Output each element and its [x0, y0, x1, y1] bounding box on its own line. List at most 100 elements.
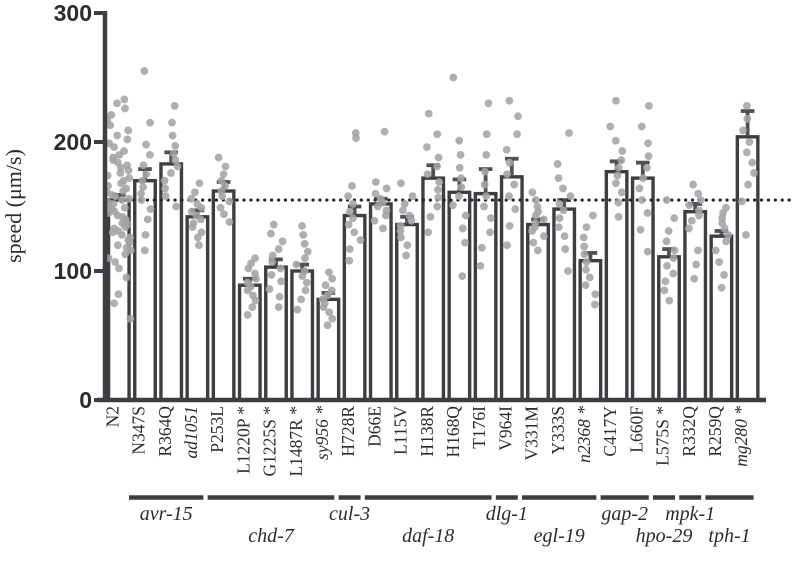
data-point	[582, 258, 591, 266]
data-point	[110, 299, 119, 308]
data-point	[643, 247, 652, 256]
category-label-N2: N2	[102, 406, 122, 427]
data-point	[606, 122, 615, 131]
data-point	[121, 250, 130, 259]
data-point	[614, 163, 623, 172]
data-point	[193, 200, 202, 208]
gene-group-label-daf-18: daf-18	[402, 525, 454, 547]
data-point	[323, 321, 332, 330]
category-label-L1220P: L1220P *	[233, 406, 253, 474]
data-point	[120, 203, 129, 212]
data-point	[349, 200, 357, 208]
category-label-T176I: T176I	[469, 406, 489, 449]
data-point	[321, 281, 330, 290]
scatter-D66E	[370, 127, 391, 233]
category-label-N347S: N347S	[129, 406, 149, 455]
data-point	[113, 131, 122, 140]
data-point	[118, 196, 126, 204]
data-point	[580, 242, 588, 251]
data-point	[662, 237, 671, 246]
category-label-H168Q: H168Q	[443, 406, 463, 458]
data-point	[251, 269, 259, 278]
y-tick-label-0: 0	[79, 387, 92, 413]
data-point	[344, 220, 353, 229]
data-point	[560, 232, 569, 241]
data-point	[748, 158, 757, 167]
data-point	[694, 189, 703, 198]
data-point	[216, 203, 225, 212]
data-point	[643, 163, 651, 172]
data-point	[426, 212, 435, 221]
gene-group-daf-18: daf-18	[364, 495, 492, 547]
data-point	[274, 303, 283, 312]
data-point	[277, 277, 286, 286]
data-point	[243, 278, 252, 287]
data-point	[435, 178, 444, 186]
data-point	[109, 153, 118, 162]
data-point	[172, 202, 181, 211]
data-point	[168, 131, 177, 140]
data-point	[458, 224, 467, 233]
scatter-ad1051	[187, 179, 206, 250]
data-point	[121, 104, 129, 113]
data-point	[300, 240, 309, 248]
scatter-L115V	[396, 179, 417, 260]
data-point	[408, 192, 417, 201]
data-point	[382, 184, 391, 193]
data-point	[114, 290, 123, 299]
data-point	[456, 151, 465, 159]
data-point	[745, 138, 754, 146]
data-point	[145, 151, 154, 159]
data-point	[582, 265, 590, 274]
data-point	[356, 236, 365, 244]
data-point	[243, 310, 252, 319]
gene-group-label-gap-2: gap-2	[601, 503, 648, 525]
data-point	[161, 192, 170, 201]
scatter-C417Y	[606, 96, 627, 221]
scatter-V331M	[528, 188, 548, 255]
data-point	[434, 193, 443, 202]
data-point	[455, 136, 464, 145]
data-point	[301, 286, 310, 295]
data-point	[539, 232, 548, 241]
category-label-ad1051: ad1051	[181, 406, 201, 459]
data-point	[455, 163, 464, 172]
data-point	[581, 281, 590, 290]
data-point	[161, 184, 170, 193]
data-point	[663, 261, 671, 270]
data-point	[461, 211, 470, 220]
scatter-L1487R	[292, 221, 312, 314]
data-point	[379, 224, 387, 233]
data-point	[486, 228, 494, 237]
data-point	[724, 230, 732, 239]
scatter-L660F	[635, 101, 653, 256]
data-point	[325, 308, 334, 317]
data-point	[461, 238, 469, 247]
data-point	[400, 200, 409, 208]
data-point	[197, 228, 206, 237]
data-point	[617, 156, 626, 164]
data-point	[531, 219, 540, 228]
data-point	[579, 233, 588, 242]
data-point	[482, 151, 491, 159]
data-point	[278, 237, 287, 246]
data-point	[618, 147, 627, 155]
data-point	[189, 219, 198, 228]
data-point	[171, 156, 180, 164]
data-point	[481, 167, 489, 176]
data-point	[486, 214, 495, 223]
data-point	[505, 158, 514, 167]
data-point	[715, 258, 724, 266]
data-point	[143, 215, 152, 224]
category-label-C417Y: C417Y	[600, 406, 620, 457]
data-point	[403, 241, 412, 250]
category-label-L1487R: L1487R *	[286, 406, 306, 477]
y-tick-label-100: 100	[54, 258, 92, 284]
data-point	[125, 194, 133, 203]
data-point	[120, 147, 128, 155]
category-label-R332Q: R332Q	[679, 406, 699, 457]
category-label-sy956: sy956 *	[312, 406, 332, 460]
data-point	[505, 192, 513, 201]
data-point	[124, 126, 133, 135]
data-point	[398, 206, 407, 215]
